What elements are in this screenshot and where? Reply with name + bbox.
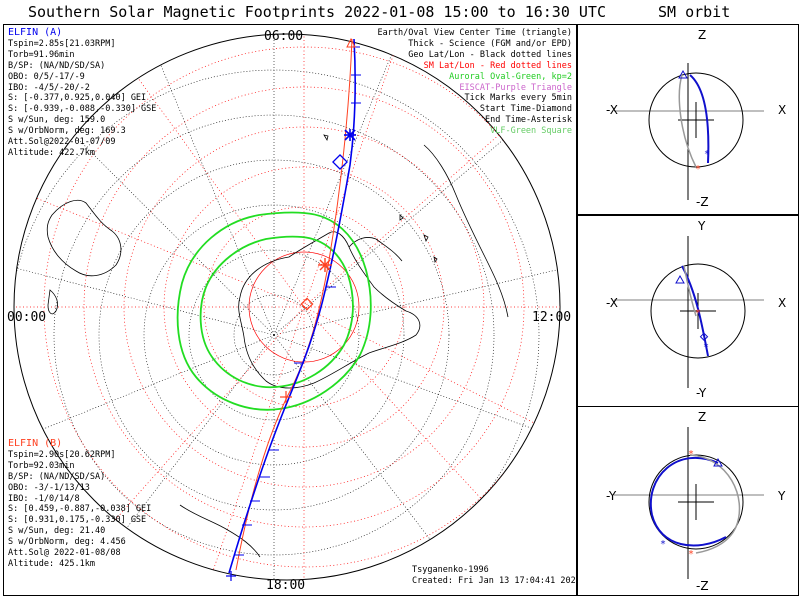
sc-a-line: OBO: 0/5/-17/-9	[8, 71, 85, 82]
sc-a-line: S w/Sun, deg: 159.0	[8, 115, 106, 126]
orbit-a	[649, 456, 727, 547]
sc-a-end-asterisk	[344, 129, 356, 141]
svg-text:*: *	[688, 449, 694, 460]
auroral-oval	[176, 211, 372, 411]
orbit-b	[683, 265, 697, 317]
sc-a-start-diamond	[332, 154, 348, 170]
axis-label-right: X	[778, 296, 787, 310]
axis-label-left: -Y	[606, 489, 617, 503]
legend-item: Earth/Oval View Center Time (triangle)	[377, 28, 572, 38]
sc-a-line: Tspin=2.85s[21.03RPM]	[8, 38, 116, 49]
orbit-panel-xy: * * Y -Y -X X	[577, 215, 799, 407]
axis-label-top: Z	[698, 410, 707, 424]
legend-item: VLF-Green Square	[490, 126, 572, 137]
sc-b-info: ELFIN (B) Tspin=2.90s[20.62RPM] Torb=92.…	[8, 438, 152, 570]
sc-a-line: S: [-0.939,-0.088,-0.330] GSE	[8, 104, 157, 115]
orbit-a-end: *	[704, 149, 710, 160]
axis-label-right: X	[778, 103, 787, 117]
credit-created: Created: Fri Jan 13 17:04:41 2023	[412, 575, 581, 586]
legend-item: Thick - Science (FGM and/or EPD)	[408, 38, 572, 49]
sc-a-track	[228, 38, 357, 574]
sc-b-name: ELFIN (B)	[8, 438, 63, 449]
orbit-b-end: *	[695, 164, 701, 175]
legend-item: Tick Marks every 5min	[464, 93, 572, 104]
sc-b-line: S w/OrbNorm, deg: 4.456	[8, 537, 126, 548]
peninsula-coast	[348, 237, 403, 262]
footprint-panel: 06:00 00:00 12:00 18:00 ELFIN (A) Tspin=…	[3, 24, 581, 596]
africa-coast	[179, 504, 261, 558]
mlt-label-right: 12:00	[532, 310, 571, 325]
sc-a-line: Altitude: 422.7km	[8, 147, 95, 158]
svg-text:*: *	[695, 308, 701, 319]
footprint-map: 06:00 00:00 12:00 18:00	[7, 29, 571, 593]
sc-b-start-triangle	[346, 37, 356, 48]
antarctica-coast	[238, 231, 421, 389]
sc-b-track	[235, 38, 353, 571]
axis-label-top: Y	[698, 219, 706, 233]
sc-b-line: Torb=92.03min	[8, 460, 75, 471]
coastlines	[46, 134, 509, 558]
sc-a-line: S w/OrbNorm, deg: 169.3	[8, 126, 126, 137]
axis-label-bottom: -Y	[696, 386, 707, 400]
earth-circle	[650, 263, 746, 359]
legend-item: Auroral Oval-Green, kp=2	[449, 71, 572, 82]
mlt-label-top: 06:00	[264, 29, 303, 44]
sc-b-line: IBO: -1/0/14/8	[8, 493, 80, 504]
islands	[323, 134, 438, 264]
sc-b-asterisk	[318, 258, 332, 272]
sc-b-line: S w/Sun, deg: 21.40	[8, 526, 106, 537]
sc-a-end-asterisk-2	[226, 571, 236, 581]
sc-b-line: OBO: -3/-1/13/13	[8, 482, 90, 493]
axis-label-bottom: -Z	[696, 195, 709, 209]
orbit-panel-xz: * * Z -Z -X X	[577, 24, 799, 215]
svg-text:*: *	[660, 539, 666, 550]
oval-outer	[176, 211, 372, 411]
legend-item: SM Lat/Lon - Red dotted lines	[423, 60, 572, 71]
legend-item: End Time-Asterisk	[485, 115, 572, 126]
sc-b-line: Att.Sol@ 2022-01-08/08	[8, 548, 121, 559]
main-title: Southern Solar Magnetic Footprints 2022-…	[28, 3, 606, 21]
axis-label-bottom: -Z	[696, 579, 709, 593]
sc-b-line: S: [0.931,0.175,-0.330] GSE	[8, 515, 147, 526]
orbit-panel-yz: * * * Z -Z -Y Y	[577, 406, 799, 596]
orbit-b	[678, 74, 697, 168]
sc-a-ticks	[234, 46, 361, 556]
axis-label-top: Z	[698, 28, 707, 42]
axis-label-right: Y	[778, 489, 786, 503]
sc-a-line: Torb=91.96min	[8, 49, 75, 60]
sc-a-name: ELFIN (A)	[8, 27, 63, 38]
credits: Tsyganenko-1996 Created: Fri Jan 13 17:0…	[412, 565, 581, 587]
nz-coast	[47, 289, 58, 315]
mlt-label-bottom: 18:00	[266, 578, 305, 593]
sc-b-line: Altitude: 425.1km	[8, 558, 95, 569]
australia-coast	[46, 199, 122, 277]
orbit-a-start	[678, 69, 688, 79]
sc-b-line: S: [0.459,-0.887,-0.038] GEI	[8, 504, 152, 515]
oval-inner	[199, 235, 354, 389]
svg-text:*: *	[688, 549, 694, 560]
legend-item: EISCAT-Purple Triangle	[459, 82, 572, 93]
sc-a-line: B/SP: (NA/ND/SD/SA)	[8, 60, 106, 71]
sc-b-asterisk-2	[280, 391, 292, 403]
south-america-coast	[423, 144, 509, 318]
sc-b-line: B/SP: (NA/ND/SD/SA)	[8, 471, 106, 482]
credit-author: Tsyganenko-1996	[412, 565, 489, 575]
sc-b-line: Tspin=2.90s[20.62RPM]	[8, 449, 116, 460]
orbit-b	[689, 454, 741, 554]
sc-a-info: ELFIN (A) Tspin=2.85s[21.03RPM] Torb=91.…	[8, 27, 157, 159]
svg-text:*: *	[703, 342, 709, 353]
sc-b-start-diamond	[300, 297, 314, 311]
legend-item: Geo Lat/Lon - Black dotted lines	[408, 49, 572, 60]
axis-label-left: -X	[606, 296, 618, 310]
sc-a-line: S: [-0.377,0.925,0.040] GEI	[8, 93, 147, 104]
sc-a-line: IBO: -4/5/-20/-2	[8, 82, 90, 93]
legend: Earth/Oval View Center Time (triangle) T…	[378, 28, 572, 137]
orbit-title: SM orbit	[658, 3, 731, 21]
axis-label-left: -X	[606, 103, 618, 117]
legend-item: Start Time-Diamond	[479, 104, 572, 115]
sc-a-line: Att.Sol@2022-01-07/09	[8, 137, 116, 148]
mlt-label-left: 00:00	[7, 310, 46, 325]
orbit-a	[689, 74, 710, 164]
